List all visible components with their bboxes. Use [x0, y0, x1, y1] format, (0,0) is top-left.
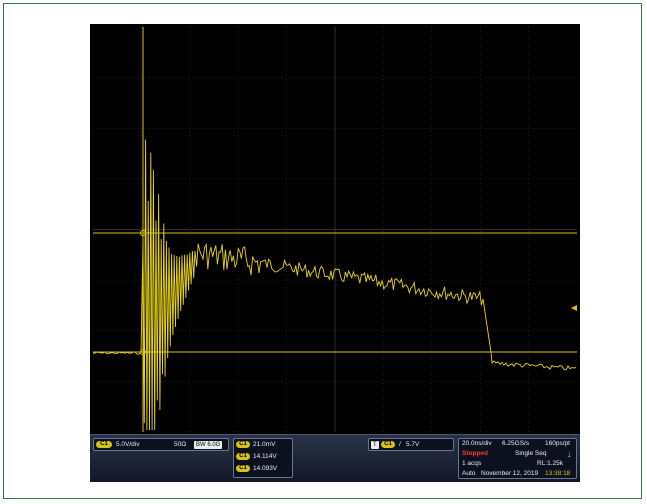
status-bar: C1 5.0V/div 50Ω BW 6.0G C1 21.0mV C1 14.… [90, 434, 580, 482]
trigger-source: C1 [381, 441, 395, 448]
trigger-level: 5.7V [406, 441, 420, 448]
record-length: RL:1.25k [537, 460, 564, 467]
acquisition-state: Stopped [462, 450, 488, 457]
acquisition-box[interactable]: 20.0ns/div 6.25GS/s 160ps/pt Stopped Sin… [458, 438, 577, 479]
figure-frame: C1 5.0V/div 50Ω BW 6.0G C1 21.0mV C1 14.… [3, 3, 642, 499]
sample-rate: 6.25GS/s [502, 440, 530, 447]
measurement-3-value: 14.093V [253, 465, 278, 472]
rising-edge-icon: / [399, 441, 401, 448]
channel-1-trace [93, 139, 577, 431]
capture-date: November 12, 2019 [481, 470, 539, 477]
input-impedance: 50Ω [174, 441, 187, 448]
cursor-marker-upper[interactable] [140, 230, 146, 236]
trigger-icon: T [371, 441, 379, 449]
acquisition-count: 1 acqs [462, 460, 482, 467]
oscilloscope-display: C1 5.0V/div 50Ω BW 6.0G C1 21.0mV C1 14.… [90, 24, 580, 482]
measurement-3-badge: C1 [236, 465, 250, 472]
measurement-2-value: 14.114V [253, 453, 277, 460]
waveform-plot [93, 27, 577, 432]
trigger-box[interactable]: T C1 / 5.7V [368, 438, 454, 451]
cursor-marker-lower[interactable] [140, 349, 146, 355]
arrow-down-icon: ↓ [567, 449, 572, 459]
measurement-2-badge: C1 [236, 453, 250, 460]
channel-badge: C1 [96, 441, 112, 448]
time-resolution: 160ps/pt [545, 440, 570, 447]
acquisition-mode: Single Seq [515, 450, 547, 457]
measurements-box[interactable]: C1 21.0mV C1 14.114V C1 14.093V [233, 438, 293, 478]
trigger-mode: Auto [462, 470, 476, 477]
horizontal-scale: 20.0ns/div [462, 440, 492, 447]
measurement-1-badge: C1 [236, 441, 250, 448]
bandwidth-limit: BW 6.0G [194, 441, 223, 449]
vertical-scale: 5.0V/div [116, 441, 140, 448]
capture-time: 13:38:18 [545, 470, 571, 477]
channel-scale-box[interactable]: C1 5.0V/div 50Ω BW 6.0G [93, 438, 229, 451]
measurement-1-value: 21.0mV [253, 441, 276, 448]
waveform-screen[interactable] [93, 27, 577, 432]
trigger-level-marker[interactable] [571, 305, 577, 311]
